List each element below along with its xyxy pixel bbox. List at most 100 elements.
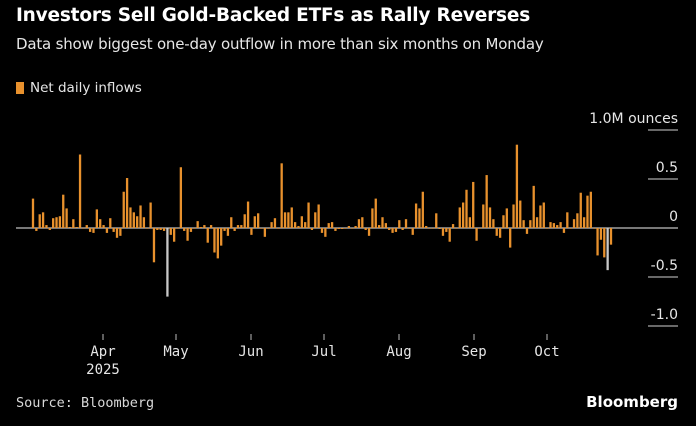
bar [317, 204, 320, 228]
bar [549, 222, 552, 228]
bar [72, 219, 75, 228]
bar [139, 205, 142, 228]
bar [149, 202, 152, 228]
bar [310, 228, 314, 230]
y-axis: 1.0M ounces 0.5 0 -0.5 -1.0 [589, 111, 678, 327]
bar [505, 208, 508, 228]
bar [556, 225, 559, 228]
bar [203, 225, 206, 228]
bar [99, 219, 102, 228]
bar [287, 212, 290, 228]
bar [290, 207, 293, 228]
bar [300, 216, 303, 228]
x-tick-label: Sep [461, 344, 486, 360]
bar [448, 228, 451, 242]
bar [304, 222, 307, 228]
bar [354, 226, 357, 228]
bar [468, 217, 472, 228]
bar [273, 218, 277, 228]
x-tick-label: Jul [311, 344, 336, 360]
bar [391, 228, 394, 233]
bar [199, 227, 203, 228]
bar [233, 228, 236, 231]
bar [502, 215, 505, 228]
bar [230, 217, 233, 228]
bar [411, 228, 414, 235]
bar [68, 227, 72, 228]
bar [95, 209, 98, 228]
bar [498, 228, 502, 238]
chart-title: Investors Sell Gold-Backed ETFs as Rally… [16, 5, 531, 26]
bar [115, 228, 119, 238]
bar [136, 216, 139, 228]
bar [589, 191, 592, 228]
bar [495, 228, 498, 236]
bar [596, 228, 599, 256]
bar [609, 228, 613, 245]
bar [552, 223, 556, 228]
y-tick-label: -1.0 [651, 307, 678, 323]
bar-highlighted [166, 228, 169, 297]
bar [361, 217, 364, 228]
bar [512, 204, 515, 228]
bar [431, 228, 435, 229]
bar [465, 189, 468, 228]
y-tick-label: -0.5 [651, 258, 678, 274]
bar [243, 214, 246, 228]
bar [35, 228, 38, 231]
bar [226, 228, 230, 236]
bar [374, 198, 377, 228]
bar [351, 228, 354, 229]
bar [357, 219, 361, 228]
bar [377, 225, 381, 228]
source-note: Source: Bloomberg [16, 395, 155, 411]
bar [582, 217, 586, 228]
bar [209, 225, 213, 228]
bar [347, 226, 351, 228]
bar [125, 178, 129, 228]
bar [525, 228, 529, 234]
bar [529, 220, 532, 228]
bar [532, 185, 535, 228]
bar [92, 228, 95, 233]
bar [45, 225, 48, 228]
bar [88, 228, 92, 232]
bar [109, 218, 112, 228]
bar [152, 228, 156, 263]
bar [388, 228, 391, 230]
bar [327, 223, 330, 228]
bar [277, 228, 280, 229]
bar [186, 228, 189, 241]
bar [414, 203, 418, 228]
bar [257, 213, 260, 228]
bar [196, 221, 199, 228]
bar [52, 218, 55, 228]
bar [515, 144, 519, 228]
bar [75, 227, 78, 228]
bar [78, 154, 82, 228]
bar [593, 228, 596, 229]
bar [260, 228, 263, 229]
bar [263, 228, 267, 237]
bar [482, 204, 485, 228]
bar [488, 207, 492, 228]
bar [41, 212, 45, 228]
x-tick-label: Jun [238, 344, 263, 360]
bar [435, 213, 438, 228]
bar [586, 195, 589, 228]
bar-highlighted [606, 228, 609, 271]
bar [421, 191, 424, 228]
bar [455, 228, 458, 229]
bar [428, 228, 431, 229]
bar [337, 228, 340, 229]
bar [398, 220, 401, 228]
bar [384, 223, 387, 228]
bar [492, 219, 495, 228]
bar [475, 228, 478, 241]
bar [183, 228, 186, 231]
legend-swatch [16, 82, 24, 94]
bar [267, 228, 270, 229]
bar [213, 228, 216, 253]
bars [16, 144, 678, 297]
bar [341, 228, 344, 229]
